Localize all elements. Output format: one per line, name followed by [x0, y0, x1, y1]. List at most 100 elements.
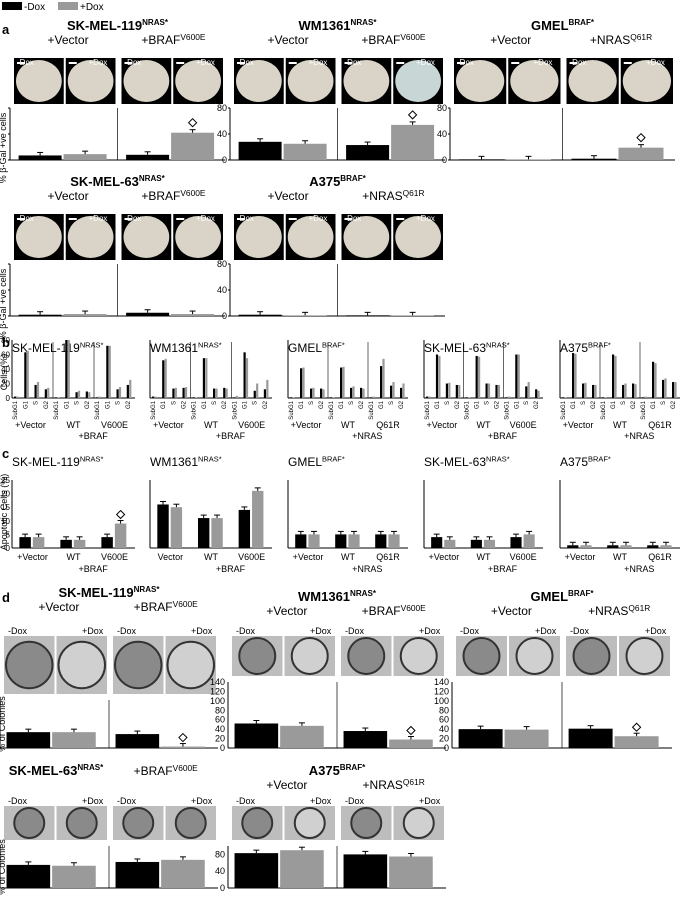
treatment-label-a: +BRAFV600E	[141, 188, 206, 203]
bar	[108, 345, 111, 398]
control-label-d: +Vector	[491, 604, 532, 618]
phase-tick-label: SubG1	[13, 400, 19, 419]
dox-label-d: -Dox	[236, 626, 256, 636]
bar	[202, 358, 206, 398]
bar	[126, 312, 170, 316]
bar	[391, 315, 435, 316]
colony-plate	[572, 637, 611, 675]
dox-label-a: +Dox	[89, 58, 108, 67]
colony-plate	[114, 640, 163, 690]
bar	[642, 397, 645, 398]
bar	[161, 859, 205, 888]
micrograph-well	[343, 216, 390, 258]
bar	[332, 397, 335, 398]
panel-letter-c: c	[2, 446, 9, 461]
construct-label: +BRAF	[488, 564, 518, 574]
dox-label-d: +Dox	[535, 626, 557, 636]
y-tick-label: 120	[210, 686, 225, 696]
y-tick-label: 80	[215, 705, 225, 715]
bar	[459, 159, 504, 160]
y-tick-label: 5	[6, 530, 11, 539]
bar	[483, 539, 496, 548]
dox-label-d: +Dox	[82, 796, 104, 806]
y-axis-label: Cells (%)	[0, 354, 9, 391]
bar	[114, 523, 127, 548]
colony-plate	[399, 637, 438, 675]
dox-label-a: +Dox	[196, 214, 215, 223]
control-label-d: +Vector	[38, 600, 79, 614]
bar	[106, 345, 109, 398]
y-tick-label: 100	[210, 696, 225, 706]
scale-bar	[396, 62, 405, 64]
dox-label-d: +Dox	[191, 796, 213, 806]
cell-line-title-c: A375BRAF*	[560, 454, 611, 469]
bar	[322, 389, 325, 398]
bar	[647, 545, 659, 548]
micrograph-well	[16, 60, 62, 102]
condition-label: +Vector	[17, 552, 48, 562]
dox-label-d: +Dox	[191, 626, 213, 636]
control-label-a: +Vector	[268, 189, 309, 203]
condition-label: +Vector	[153, 420, 184, 430]
bar	[234, 723, 279, 748]
phase-tick-label: SubG1	[289, 400, 295, 419]
bar	[477, 356, 481, 398]
condition-label: V600E	[238, 420, 265, 430]
phase-tick-label: S	[389, 401, 395, 405]
phase-tick-label: G1	[339, 400, 345, 409]
phase-tick-label: G1	[105, 400, 111, 409]
dox-label-d: -Dox	[345, 796, 365, 806]
bar	[515, 354, 518, 398]
bar	[372, 396, 375, 398]
y-tick-label: 40	[439, 724, 449, 734]
condition-label: WT	[341, 420, 355, 430]
condition-label: V600E	[510, 552, 537, 562]
phase-tick-label: G2	[591, 400, 597, 409]
phase-tick-label: G1	[475, 400, 481, 409]
y-tick-label: 40	[217, 129, 227, 139]
y-tick-label: 20	[439, 734, 449, 744]
bar	[362, 388, 365, 398]
bar	[360, 387, 363, 398]
scale-bar	[396, 218, 405, 220]
bar	[263, 389, 267, 398]
bar	[16, 396, 19, 398]
control-label-a: +Vector	[48, 189, 89, 203]
phase-tick-label: SubG1	[601, 400, 607, 419]
cell-line-title-d: WM1361NRAS*	[298, 589, 377, 604]
cell-line-title-a: WM1361NRAS*	[299, 18, 378, 33]
dox-label-a: +Dox	[534, 58, 553, 67]
micrograph-well	[67, 60, 114, 102]
cell-line-title-b: SK-MEL-119NRAS*	[12, 340, 103, 355]
phase-tick-label: SubG1	[561, 400, 567, 419]
bar	[402, 383, 405, 398]
dox-label-a: -Dox	[17, 214, 34, 223]
bar	[195, 397, 198, 398]
micrograph-well	[287, 216, 334, 258]
bar	[24, 352, 27, 398]
dox-label-a: +Dox	[196, 58, 215, 67]
y-tick-label: 80	[437, 103, 447, 113]
cell-line-title-a: GMELBRAF*	[531, 18, 595, 33]
condition-label: Q61R	[648, 552, 672, 562]
y-tick-label: 40	[217, 285, 227, 295]
dox-label-a: -Dox	[345, 214, 362, 223]
bar	[283, 143, 327, 160]
bar	[602, 397, 605, 398]
treatment-label-d: +BRAFV600E	[362, 603, 427, 618]
scale-bar	[344, 62, 353, 64]
bar	[431, 537, 443, 548]
bar	[495, 384, 498, 398]
phase-tick-label: G2	[631, 400, 637, 409]
y-tick-label: 140	[434, 677, 449, 687]
condition-label: +Vector	[426, 420, 457, 430]
dox-label-a: -Dox	[125, 58, 142, 67]
bar	[290, 397, 293, 398]
bar	[65, 340, 68, 398]
micrograph-well	[343, 60, 390, 102]
bar	[115, 734, 160, 748]
bar	[523, 534, 535, 548]
bar	[152, 396, 155, 398]
y-tick-label: 40	[215, 724, 225, 734]
scale-bar	[176, 218, 185, 220]
